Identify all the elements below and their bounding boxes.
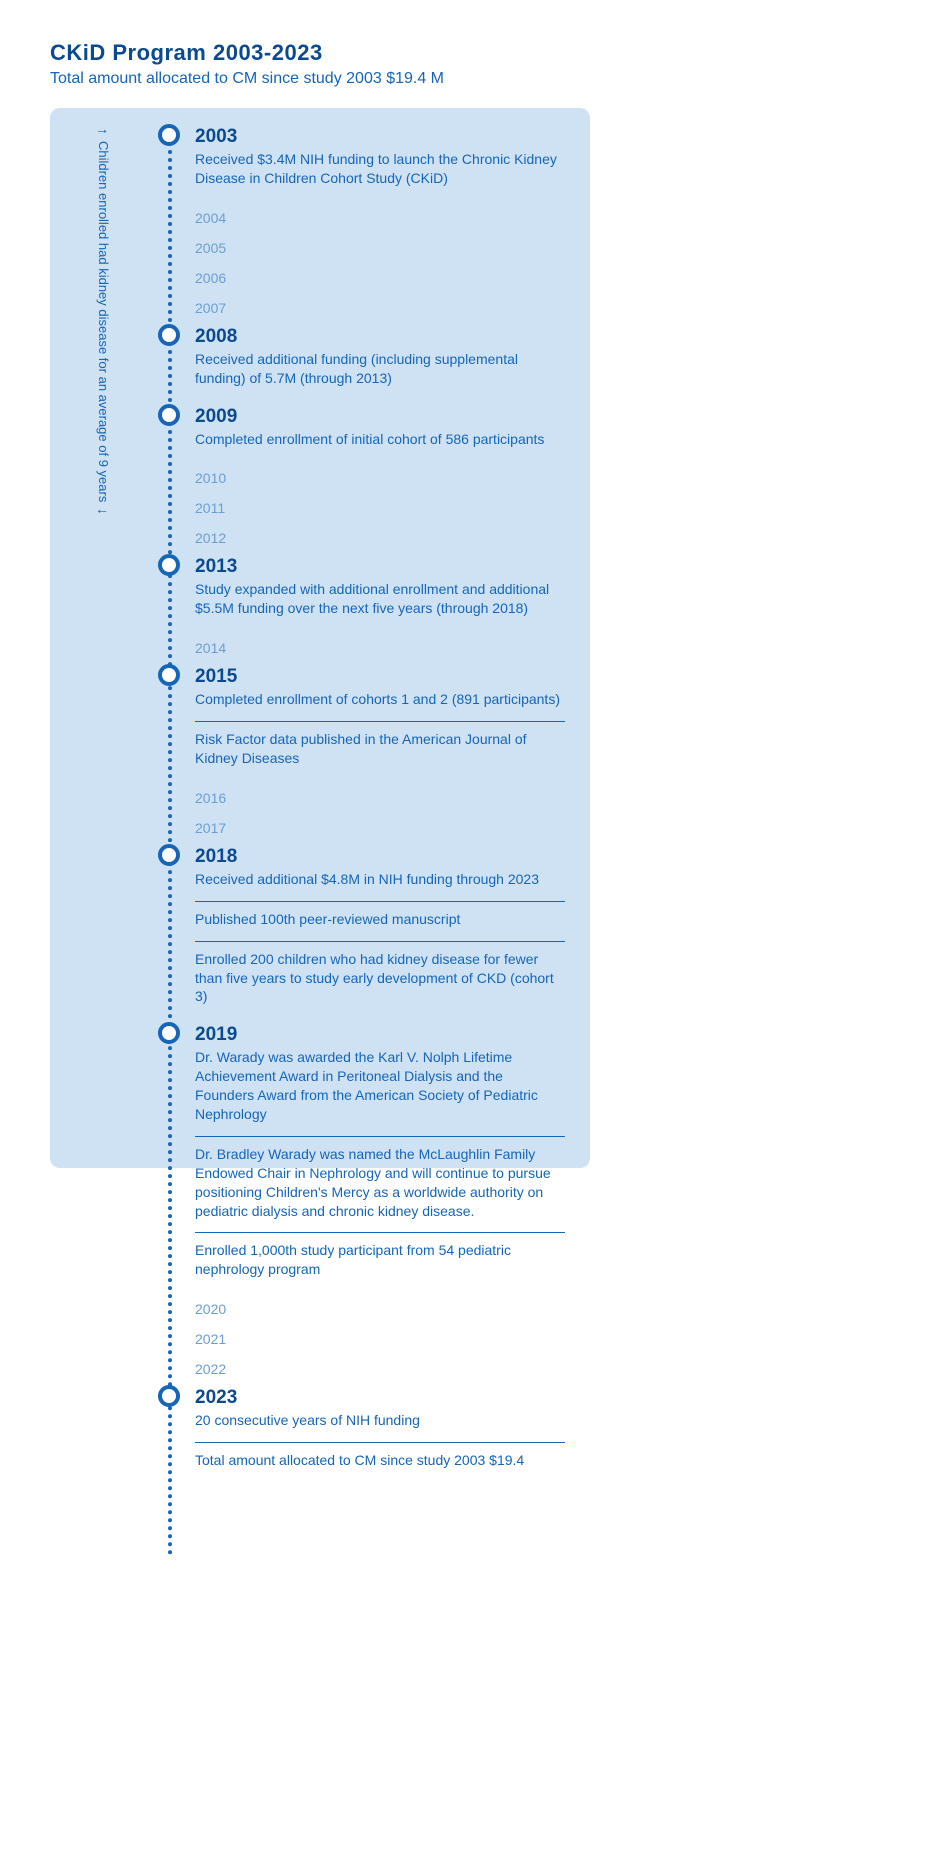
timeline: ↑ Children enrolled had kidney disease f… — [50, 108, 590, 1478]
year-label: 2016 — [195, 786, 590, 810]
timeline-event-2012: 2012 — [50, 526, 590, 550]
event-description: Received $3.4M NIH funding to launch the… — [195, 150, 565, 196]
year-label: 2019 — [195, 1024, 590, 1046]
side-label-text: Children enrolled had kidney disease for… — [96, 141, 111, 502]
timeline-event-2018: 2018Received additional $4.8M in NIH fun… — [50, 846, 590, 1014]
page-subtitle: Total amount allocated to CM since study… — [50, 70, 938, 88]
year-label: 2018 — [195, 846, 590, 868]
timeline-event-2009: 2009Completed enrollment of initial coho… — [50, 406, 590, 457]
arrow-down-icon: ↓ — [97, 508, 111, 515]
event-description: Enrolled 200 children who had kidney dis… — [195, 941, 565, 1015]
timeline-event-2023: 202320 consecutive years of NIH funding T… — [50, 1387, 590, 1478]
year-label: 2015 — [195, 666, 590, 688]
year-label: 2005 — [195, 236, 590, 260]
timeline-marker-icon — [158, 404, 180, 426]
event-description: Total amount allocated to CM since study… — [195, 1442, 565, 1478]
timeline-event-2016: 2016 — [50, 786, 590, 810]
timeline-event-2013: 2013Study expanded with additional enrol… — [50, 556, 590, 626]
timeline-marker-icon — [158, 1022, 180, 1044]
year-label: 2023 — [195, 1387, 590, 1409]
timeline-event-2015: 2015Completed enrollment of cohorts 1 an… — [50, 666, 590, 776]
side-label: ↑ Children enrolled had kidney disease f… — [96, 128, 111, 1148]
year-label: 2008 — [195, 326, 590, 348]
timeline-marker-icon — [158, 664, 180, 686]
arrow-up-icon: ↑ — [97, 128, 111, 135]
event-description: Completed enrollment of cohorts 1 and 2 … — [195, 690, 565, 717]
event-description: 20 consecutive years of NIH funding — [195, 1411, 565, 1438]
year-label: 2020 — [195, 1297, 590, 1321]
timeline-event-2007: 2007 — [50, 296, 590, 320]
timeline-event-2003: 2003Received $3.4M NIH funding to launch… — [50, 126, 590, 196]
year-label: 2010 — [195, 466, 590, 490]
timeline-marker-icon — [158, 844, 180, 866]
event-description: Risk Factor data published in the Americ… — [195, 721, 565, 776]
events-container: 2003Received $3.4M NIH funding to launch… — [50, 108, 590, 1478]
year-label: 2017 — [195, 816, 590, 840]
year-label: 2006 — [195, 266, 590, 290]
timeline-marker-icon — [158, 324, 180, 346]
event-description: Study expanded with additional enrollmen… — [195, 580, 565, 626]
timeline-marker-icon — [158, 554, 180, 576]
year-label: 2014 — [195, 636, 590, 660]
timeline-event-2010: 2010 — [50, 466, 590, 490]
year-label: 2022 — [195, 1357, 590, 1381]
event-description: Received additional $4.8M in NIH funding… — [195, 870, 565, 897]
event-description: Received additional funding (including s… — [195, 350, 565, 396]
event-description: Enrolled 1,000th study participant from … — [195, 1232, 565, 1287]
year-label: 2011 — [195, 496, 590, 520]
timeline-event-2017: 2017 — [50, 816, 590, 840]
timeline-event-2008: 2008Received additional funding (includi… — [50, 326, 590, 396]
event-description: Dr. Bradley Warady was named the McLaugh… — [195, 1136, 565, 1229]
year-label: 2009 — [195, 406, 590, 428]
timeline-event-2006: 2006 — [50, 266, 590, 290]
year-label: 2021 — [195, 1327, 590, 1351]
timeline-event-2019: 2019Dr. Warady was awarded the Karl V. N… — [50, 1024, 590, 1287]
timeline-event-2022: 2022 — [50, 1357, 590, 1381]
year-label: 2013 — [195, 556, 590, 578]
timeline-event-2004: 2004 — [50, 206, 590, 230]
timeline-marker-icon — [158, 124, 180, 146]
year-label: 2003 — [195, 126, 590, 148]
timeline-event-2021: 2021 — [50, 1327, 590, 1351]
event-description: Completed enrollment of initial cohort o… — [195, 430, 565, 457]
timeline-event-2011: 2011 — [50, 496, 590, 520]
year-label: 2007 — [195, 296, 590, 320]
header: CKiD Program 2003-2023 Total amount allo… — [50, 40, 938, 88]
page-title: CKiD Program 2003-2023 — [50, 40, 938, 66]
timeline-marker-icon — [158, 1385, 180, 1407]
event-description: Dr. Warady was awarded the Karl V. Nolph… — [195, 1048, 565, 1132]
year-label: 2004 — [195, 206, 590, 230]
timeline-event-2014: 2014 — [50, 636, 590, 660]
year-label: 2012 — [195, 526, 590, 550]
timeline-event-2005: 2005 — [50, 236, 590, 260]
event-description: Published 100th peer-reviewed manuscript — [195, 901, 565, 937]
timeline-event-2020: 2020 — [50, 1297, 590, 1321]
